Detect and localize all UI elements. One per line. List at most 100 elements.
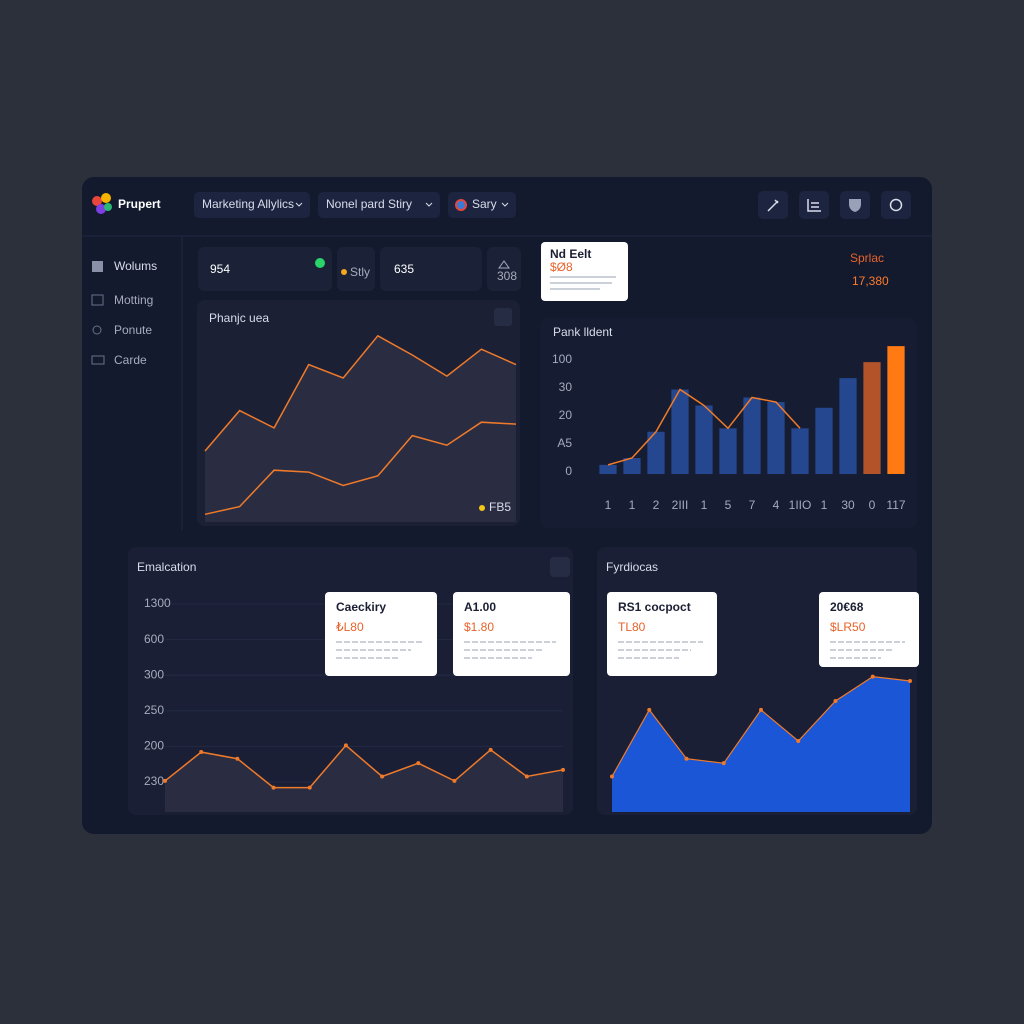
info-card <box>607 592 717 676</box>
y-axis-label: 250 <box>144 703 164 717</box>
chevron <box>501 202 509 207</box>
panel-icon[interactable] <box>550 557 570 577</box>
stat-label: 308 <box>497 269 517 283</box>
menu-dropdown[interactable] <box>318 192 440 218</box>
area-fill <box>205 335 516 522</box>
menu-label[interactable]: Sary <box>472 197 497 211</box>
chart-title: Fyrdiocas <box>606 560 658 574</box>
menu-dropdown[interactable] <box>448 192 516 218</box>
legend-label: FB5 <box>489 500 511 514</box>
bar <box>695 405 713 474</box>
panel-icon[interactable] <box>494 308 512 326</box>
y-axis-label: 300 <box>144 667 164 681</box>
point <box>684 756 689 761</box>
point <box>610 774 614 779</box>
stat-value: 635 <box>394 262 414 276</box>
info-card <box>453 592 570 676</box>
x-tick-label: 1 <box>701 498 708 512</box>
bar <box>671 389 689 474</box>
menu-icon <box>455 199 467 211</box>
point <box>870 674 875 679</box>
chart-panel <box>540 318 917 528</box>
x-tick-label: 1 <box>629 498 636 512</box>
card-title: RS1 cocpoct <box>618 600 691 614</box>
nav-icon <box>92 325 102 335</box>
y-axis-label: 0 <box>565 464 572 478</box>
bar <box>599 464 617 474</box>
x-tick-label: 2III <box>672 498 689 512</box>
bar <box>887 346 905 474</box>
point <box>796 738 801 743</box>
menu-label[interactable]: Nonel pard Stiry <box>326 197 412 211</box>
stat-card <box>380 247 482 291</box>
bar <box>791 428 809 474</box>
card-value: $1.80 <box>464 620 494 634</box>
edit-icon <box>767 199 779 212</box>
info-card <box>819 592 919 667</box>
y-axis-label: 1300 <box>144 596 171 610</box>
x-tick-label: 0 <box>869 498 876 512</box>
y-axis-label: 230 <box>144 774 164 788</box>
chevron <box>295 202 303 207</box>
y-axis-label: 600 <box>144 632 164 646</box>
point <box>833 699 838 703</box>
stat-card <box>487 247 521 291</box>
stat-card <box>337 247 375 291</box>
card-title: 20€68 <box>830 600 864 614</box>
x-tick-label: 1 <box>821 498 828 512</box>
nav-item[interactable]: Carde <box>114 353 147 367</box>
list-icon <box>807 199 821 212</box>
bar <box>623 458 641 474</box>
stat-card <box>198 247 332 291</box>
area-fill <box>612 676 910 812</box>
menu-label[interactable]: Marketing Allylics <box>202 197 294 211</box>
bar <box>863 362 881 474</box>
point <box>488 747 493 752</box>
y-axis-label: 30 <box>559 380 573 394</box>
brand: Prupert <box>118 197 161 211</box>
icon-button[interactable] <box>881 191 911 219</box>
nav-item[interactable]: Wolums <box>114 259 157 273</box>
point <box>307 785 312 790</box>
nav-item[interactable]: Motting <box>114 293 153 307</box>
x-tick-label: 1IIO <box>789 498 812 512</box>
y-axis-label: 20 <box>559 408 573 422</box>
point <box>235 756 240 761</box>
stat-label: Stly <box>350 265 370 279</box>
nav-item[interactable]: Ponute <box>114 323 152 337</box>
nav-icon <box>91 355 105 365</box>
bar <box>719 428 737 474</box>
shield-icon <box>849 199 861 212</box>
series-line <box>204 334 517 452</box>
card-value: $LR50 <box>830 620 866 634</box>
point <box>759 707 763 712</box>
card-value: TL80 <box>618 620 646 634</box>
point <box>721 761 726 766</box>
y-axis-label: A5 <box>557 436 572 450</box>
point <box>561 767 565 772</box>
summary-value: 17,380 <box>852 274 889 288</box>
status-dot <box>341 269 347 275</box>
popup-value: $Ø8 <box>550 260 573 274</box>
legend-dot <box>479 505 485 511</box>
series-line <box>164 744 564 789</box>
popup-text-lines <box>550 276 616 290</box>
y-axis-label: 100 <box>552 352 572 366</box>
popup-card <box>541 242 628 301</box>
menu-dropdown[interactable] <box>194 192 310 218</box>
popup-title: Nd Eelt <box>550 247 591 261</box>
series-line <box>204 421 517 516</box>
point <box>647 707 652 712</box>
bar <box>647 431 665 474</box>
power-icon <box>889 198 903 212</box>
x-tick-label: 117 <box>886 498 905 512</box>
chart-title: Pank lldent <box>553 325 613 339</box>
bar <box>815 407 833 474</box>
icon-button[interactable] <box>799 191 829 219</box>
point <box>524 774 529 779</box>
card-title: A1.00 <box>464 600 496 614</box>
x-tick-label: 1 <box>605 498 612 512</box>
summary-label: Sprlac <box>850 251 884 265</box>
info-card <box>325 592 437 676</box>
